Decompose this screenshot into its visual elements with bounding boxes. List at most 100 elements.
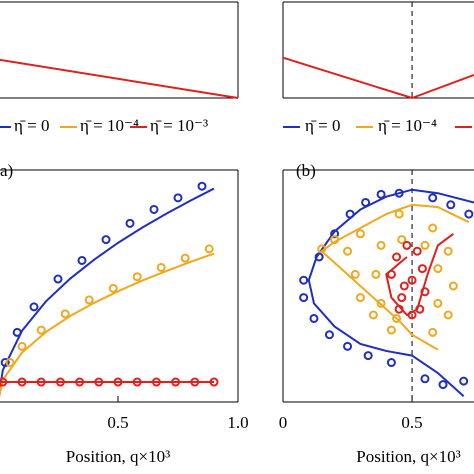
frame [282,169,474,403]
line-series [282,56,474,100]
legend-label: η̄ = 0 [305,116,340,135]
marker [132,272,142,282]
marker [317,244,327,254]
marker [197,181,207,191]
marker [407,310,417,320]
legend-label: η̄ = 10⁻⁴ [378,116,437,135]
marker [171,377,181,387]
line-series [320,203,470,351]
marker [314,252,324,262]
marker [75,377,85,387]
line-series [0,58,239,99]
line-series [0,187,215,396]
marker [343,341,353,351]
line-series [0,252,215,398]
marker [443,310,453,320]
marker [371,269,381,279]
panel-label: a) [0,161,13,180]
x-tick-label: 0 [279,413,288,432]
marker [53,274,63,284]
marker [0,377,8,387]
marker [433,298,443,308]
marker [448,281,458,291]
x-tick-label: 1.0 [227,413,248,432]
marker [77,255,87,265]
legend-label: η̄ = 10⁻⁴ [80,116,139,135]
marker [55,377,65,387]
marker [394,209,404,219]
marker [17,341,27,351]
marker [17,377,27,387]
marker [428,327,438,337]
marker [415,304,425,314]
marker [330,235,340,245]
marker [443,246,453,256]
marker [132,377,142,387]
marker [412,246,422,256]
marker [376,189,386,199]
legend-label: η̄ = 0 [14,116,49,135]
marker [428,193,438,203]
marker [113,377,123,387]
marker [386,325,396,335]
marker [343,246,353,256]
marker [376,240,386,250]
marker [368,310,378,320]
marker [363,351,373,361]
marker [433,264,443,274]
marker [309,313,319,323]
marker [324,330,334,340]
marker [392,313,402,323]
x-axis-label: Position, q×10³ [66,447,170,466]
marker [84,295,94,305]
marker [397,293,407,303]
frame [0,169,239,403]
marker [420,374,430,384]
marker [428,223,438,233]
marker [36,325,46,335]
marker [402,240,412,250]
marker [392,252,402,262]
marker [420,240,430,250]
marker [361,197,371,207]
marker [190,377,200,387]
marker [376,298,386,308]
marker [12,327,22,337]
marker [417,264,427,274]
line-series [385,232,454,317]
marker [420,287,430,297]
legend-label: η̄ = 10⁻³ [150,116,208,135]
marker [394,304,404,314]
x-tick-label: 0.5 [401,413,422,432]
marker [459,376,469,386]
marker [60,309,70,319]
marker [5,358,15,368]
marker [446,200,456,210]
marker [345,209,355,219]
marker [125,218,135,228]
marker [330,229,340,239]
marker [355,293,365,303]
marker [156,262,166,272]
marker [350,269,360,279]
marker [386,269,396,279]
marker [407,275,417,285]
marker [209,377,219,387]
marker [464,209,474,219]
marker [151,377,161,387]
marker [36,377,46,387]
marker [299,293,309,303]
marker [29,302,39,312]
marker [204,244,214,254]
marker [0,358,10,368]
x-axis-label: Position, q×10³ [356,447,460,466]
frame [0,1,239,99]
marker [397,235,407,245]
x-tick-label: 0.5 [107,413,128,432]
marker [299,275,309,285]
marker [355,229,365,239]
marker [394,188,404,198]
frame [282,1,474,99]
marker [101,235,111,245]
